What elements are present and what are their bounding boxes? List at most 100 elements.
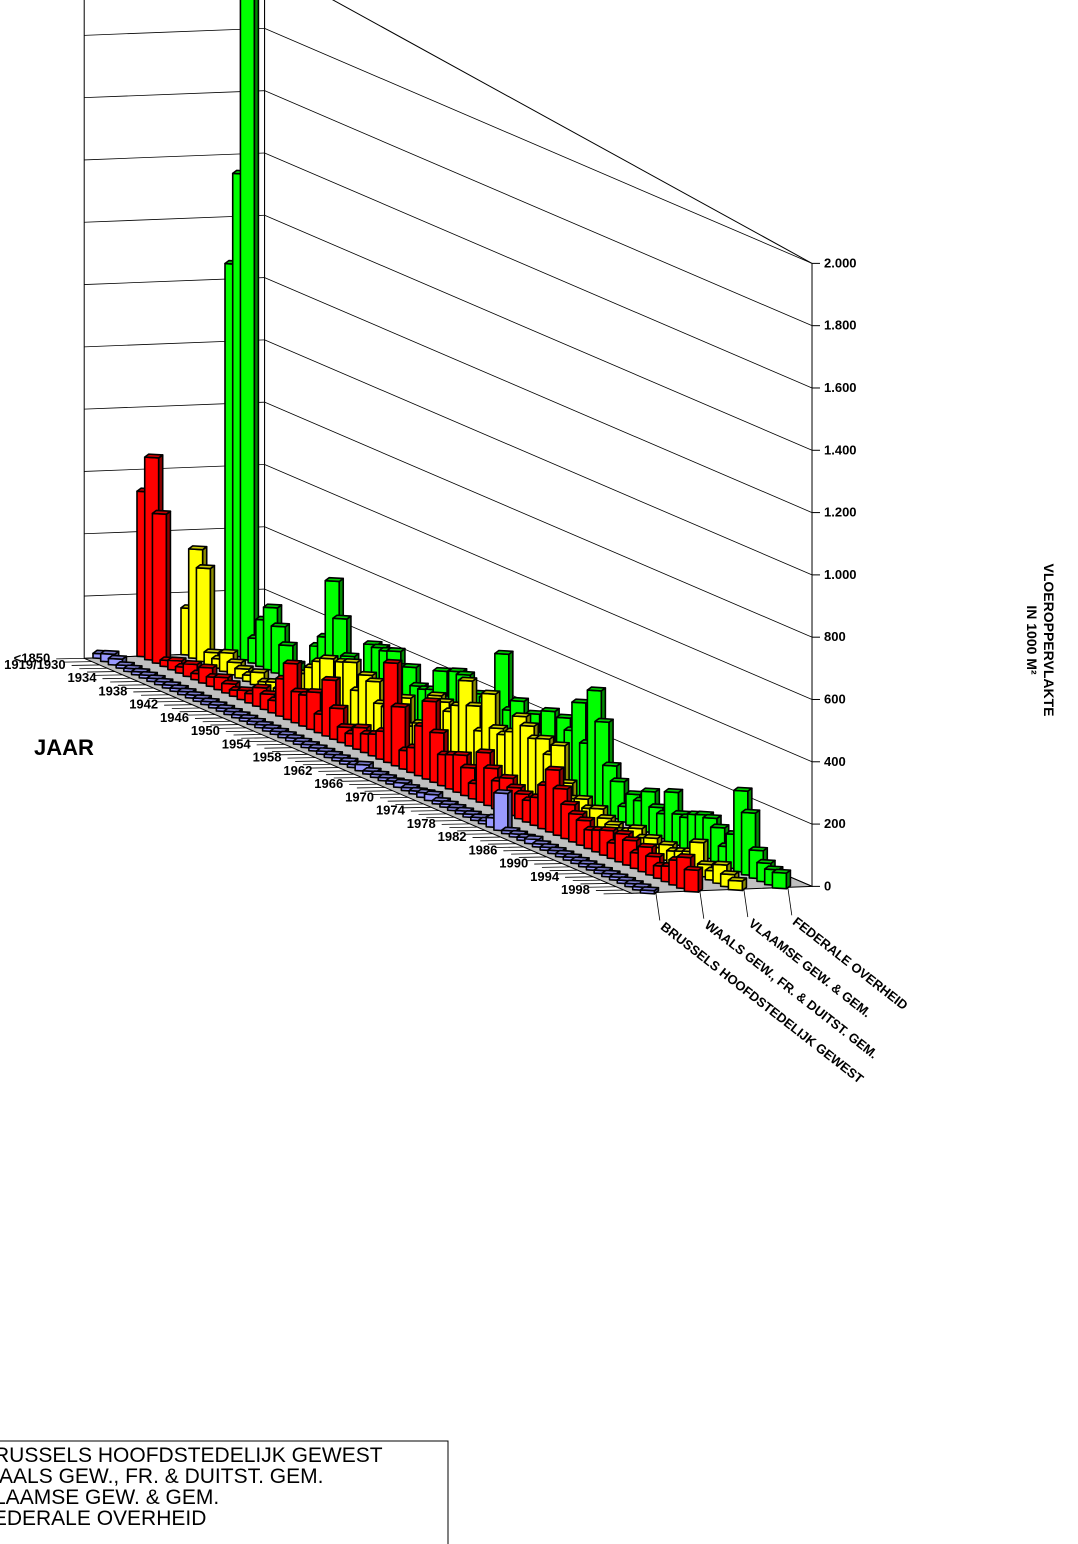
x-tick-mark xyxy=(395,803,424,805)
series-tick-mark xyxy=(787,887,793,916)
x-tick-mark xyxy=(164,704,193,706)
x-tick-label: 1962 xyxy=(283,763,312,778)
y-axis-title-line2: IN 1000 M² xyxy=(1024,605,1040,675)
x-tick-mark xyxy=(279,753,308,756)
bar xyxy=(683,865,704,893)
x-tick-mark xyxy=(233,734,262,736)
x-tick-mark xyxy=(194,717,223,719)
y-tick-label: 1.200 xyxy=(824,505,857,520)
y-axis-title-line1: VLOEROPPERVLAKTE xyxy=(1041,564,1057,717)
legend-entry-label: FEDERALE OVERHEID xyxy=(0,1507,206,1530)
x-tick-mark xyxy=(541,866,570,868)
bar xyxy=(771,868,792,890)
x-tick-mark xyxy=(210,724,239,726)
x-tick-mark xyxy=(426,816,455,819)
x-tick-mark xyxy=(603,892,632,895)
x-tick-mark xyxy=(534,863,563,865)
y-tick-label: 1.600 xyxy=(824,380,857,395)
chart-bars xyxy=(92,0,792,895)
x-tick-label: 1966 xyxy=(314,776,343,791)
legend-entry-label: WAALS GEW., FR. & DUITST. GEM. xyxy=(0,1465,323,1488)
x-tick-mark xyxy=(487,843,516,845)
series-tick-mark xyxy=(655,892,661,921)
y-tick-label: 800 xyxy=(824,629,846,644)
x-tick-mark xyxy=(518,856,547,858)
x-tick-mark xyxy=(133,691,162,693)
x-tick-mark xyxy=(225,730,254,733)
grid-line-side xyxy=(264,214,813,451)
legend-entry-label: VLAAMSE GEW. & GEM. xyxy=(0,1486,219,1509)
x-axis-title: JAAR xyxy=(34,735,94,760)
x-tick-mark xyxy=(364,790,393,792)
y-tick-label: 1.000 xyxy=(824,567,857,582)
y-tick-label: 1.400 xyxy=(824,442,857,457)
series-tick-mark xyxy=(743,888,749,918)
x-tick-mark xyxy=(94,674,123,676)
bar xyxy=(727,876,748,892)
x-tick-mark xyxy=(449,826,478,829)
bar xyxy=(195,563,216,663)
x-tick-mark xyxy=(141,694,170,696)
series-tick-mark xyxy=(699,890,705,919)
x-tick-mark xyxy=(526,859,555,862)
x-tick-label: 1974 xyxy=(376,803,406,818)
x-tick-mark xyxy=(202,720,231,723)
bar xyxy=(500,826,521,836)
x-tick-label: 1990 xyxy=(499,856,528,871)
x-tick-mark xyxy=(333,777,362,779)
bar xyxy=(151,509,172,665)
x-tick-mark xyxy=(557,873,586,875)
x-tick-mark xyxy=(110,681,139,683)
x-tick-mark xyxy=(565,876,594,878)
y-tick-label: 2.000 xyxy=(824,255,857,270)
x-tick-mark xyxy=(588,886,617,888)
grid-line-side xyxy=(264,526,813,763)
x-tick-label: 1978 xyxy=(407,816,436,831)
grid-line-side xyxy=(264,90,813,327)
x-tick-mark xyxy=(326,773,355,776)
grid-line-back xyxy=(84,90,265,99)
x-tick-mark xyxy=(63,661,92,663)
x-tick-label: 1986 xyxy=(468,842,497,857)
grid-line-side xyxy=(264,401,813,638)
x-tick-mark xyxy=(372,793,401,795)
y-tick-label: 0 xyxy=(824,878,831,893)
x-tick-mark xyxy=(549,869,578,872)
x-tick-mark xyxy=(464,833,493,835)
x-tick-mark xyxy=(356,787,385,789)
x-tick-mark xyxy=(187,714,216,716)
x-tick-mark xyxy=(117,684,146,686)
x-tick-label: 1998 xyxy=(561,882,590,897)
x-tick-mark xyxy=(472,836,501,838)
grid-line-side xyxy=(264,339,813,576)
bar xyxy=(493,788,513,832)
x-tick-label: 1919/1930 xyxy=(4,657,65,672)
x-tick-mark xyxy=(387,800,416,802)
grid-line-back xyxy=(84,152,265,161)
grid-line-side xyxy=(264,152,813,389)
bar xyxy=(239,0,260,662)
x-tick-mark xyxy=(287,757,316,759)
x-tick-mark xyxy=(418,813,447,815)
x-tick-label: 1994 xyxy=(530,869,560,884)
y-tick-label: 400 xyxy=(824,754,846,769)
x-tick-mark xyxy=(572,879,601,882)
x-tick-mark xyxy=(318,770,347,772)
bar xyxy=(639,886,660,895)
x-tick-mark xyxy=(595,889,624,891)
x-tick-label: 1938 xyxy=(98,683,127,698)
x-tick-mark xyxy=(295,760,324,762)
x-tick-mark xyxy=(302,763,331,766)
x-tick-label: 1946 xyxy=(160,710,189,725)
x-tick-mark xyxy=(433,820,462,822)
grid-line-side xyxy=(264,464,813,700)
x-tick-mark xyxy=(87,671,116,673)
x-tick-label: 1950 xyxy=(191,723,220,738)
x-tick-label: 1942 xyxy=(129,697,158,712)
grid-line-side xyxy=(264,277,813,513)
x-tick-mark xyxy=(380,796,409,799)
x-tick-mark xyxy=(264,747,293,749)
x-tick-mark xyxy=(56,657,85,660)
x-tick-mark xyxy=(241,737,270,739)
